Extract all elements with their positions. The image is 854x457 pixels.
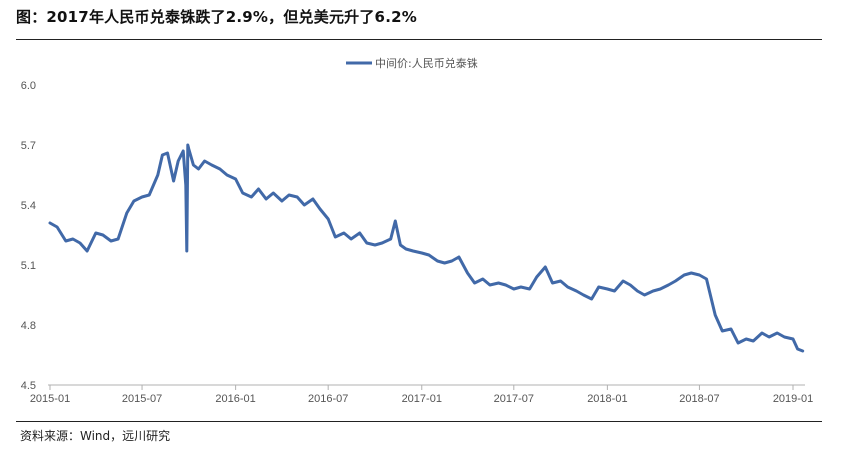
source-note: 资料来源：Wind，远川研究 bbox=[20, 429, 171, 443]
y-axis-ticks: 6.0 5.7 5.4 5.1 4.8 4.5 bbox=[21, 80, 36, 392]
x-tick-label: 2018-01 bbox=[587, 393, 627, 405]
series-line bbox=[48, 143, 805, 353]
title-divider bbox=[16, 39, 822, 40]
y-tick-label: 4.5 bbox=[21, 380, 36, 392]
x-tick-label: 2017-01 bbox=[402, 393, 442, 405]
x-tick-label: 2016-01 bbox=[215, 393, 255, 405]
x-tick-label: 2016-07 bbox=[308, 393, 348, 405]
y-tick-label: 6.0 bbox=[21, 80, 36, 92]
y-tick-label: 5.7 bbox=[21, 140, 36, 152]
y-tick-label: 5.4 bbox=[21, 200, 36, 212]
legend: 中间价:人民币兑泰铢 bbox=[346, 56, 478, 70]
x-tick-label: 2019-01 bbox=[773, 393, 813, 405]
y-tick-label: 4.8 bbox=[21, 320, 36, 332]
x-tick-label: 2015-01 bbox=[30, 393, 70, 405]
legend-label: 中间价:人民币兑泰铢 bbox=[375, 56, 478, 70]
figure-title: 图：2017年人民币兑泰铢跌了2.9%，但兑美元升了6.2% bbox=[16, 8, 417, 26]
x-tick-label: 2018-07 bbox=[679, 393, 719, 405]
x-tick-label: 2015-07 bbox=[122, 393, 162, 405]
y-tick-label: 5.1 bbox=[21, 260, 36, 272]
x-axis-ticks: 2015-01 2015-07 2016-01 2016-07 2017-01 2017-… bbox=[30, 385, 813, 405]
x-tick-label: 2017-07 bbox=[494, 393, 534, 405]
source-divider bbox=[16, 421, 822, 422]
line-chart: 中间价:人民币兑泰铢 6.05.75.45.14.84.5 2015-01 201… bbox=[21, 56, 813, 405]
